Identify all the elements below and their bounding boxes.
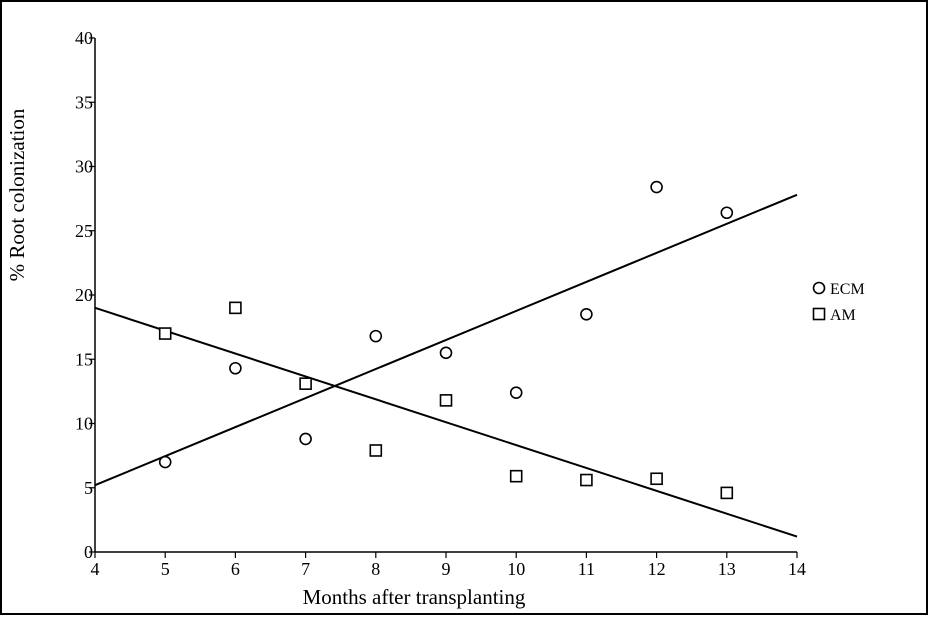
y-tick-label: 30 bbox=[75, 157, 93, 177]
y-tick-label: 5 bbox=[84, 478, 93, 498]
y-tick-label: 25 bbox=[75, 221, 93, 241]
legend-ecm-label: ECM bbox=[830, 281, 865, 298]
ecm-point bbox=[580, 307, 593, 321]
y-tick-label: 20 bbox=[75, 285, 93, 305]
am-point bbox=[369, 444, 383, 457]
x-tick-label: 8 bbox=[371, 559, 380, 579]
y-tick-label: 10 bbox=[75, 414, 93, 434]
x-axis-label: Months after transplanting bbox=[303, 585, 526, 609]
y-axis-label: % Root colonization bbox=[5, 108, 29, 281]
x-tick-label: 7 bbox=[301, 559, 310, 579]
ecm-point bbox=[439, 346, 453, 360]
x-tick-label: 13 bbox=[718, 559, 736, 579]
x-tick-label: 12 bbox=[648, 559, 666, 579]
ecm-point bbox=[650, 180, 663, 194]
am-point bbox=[720, 486, 734, 500]
legend-am-label: AM bbox=[830, 307, 856, 324]
ecm-point bbox=[229, 361, 242, 375]
ecm-fit-line bbox=[94, 193, 798, 487]
y-tick-label: 35 bbox=[75, 92, 93, 112]
ecm-point bbox=[720, 206, 734, 220]
x-tick-label: 14 bbox=[788, 559, 806, 579]
am-point bbox=[650, 472, 663, 486]
am-point bbox=[299, 377, 312, 390]
x-tick-label: 4 bbox=[91, 559, 100, 579]
legend-am-marker bbox=[812, 307, 826, 321]
y-tick-label: 0 bbox=[84, 542, 93, 562]
am-point bbox=[509, 469, 523, 483]
ecm-point bbox=[299, 432, 312, 446]
legend-ecm-marker bbox=[812, 281, 826, 295]
y-tick-label: 15 bbox=[75, 349, 93, 369]
data-marks bbox=[158, 180, 734, 500]
am-point bbox=[158, 327, 172, 340]
x-tick-label: 5 bbox=[161, 559, 170, 579]
x-tick-label: 6 bbox=[231, 559, 240, 579]
ecm-point bbox=[509, 386, 523, 399]
x-tick-label: 11 bbox=[578, 559, 595, 579]
ecm-point bbox=[369, 329, 383, 343]
am-fit-line bbox=[94, 306, 798, 538]
am-point bbox=[580, 473, 593, 487]
fit-lines bbox=[94, 193, 798, 538]
ecm-point bbox=[158, 455, 172, 469]
y-tick-label: 40 bbox=[75, 28, 93, 48]
am-point bbox=[439, 394, 453, 407]
x-tick-label: 9 bbox=[442, 559, 451, 579]
x-tick-label: 10 bbox=[507, 559, 525, 579]
legend: ECM AM bbox=[812, 281, 865, 324]
am-point bbox=[229, 301, 242, 315]
